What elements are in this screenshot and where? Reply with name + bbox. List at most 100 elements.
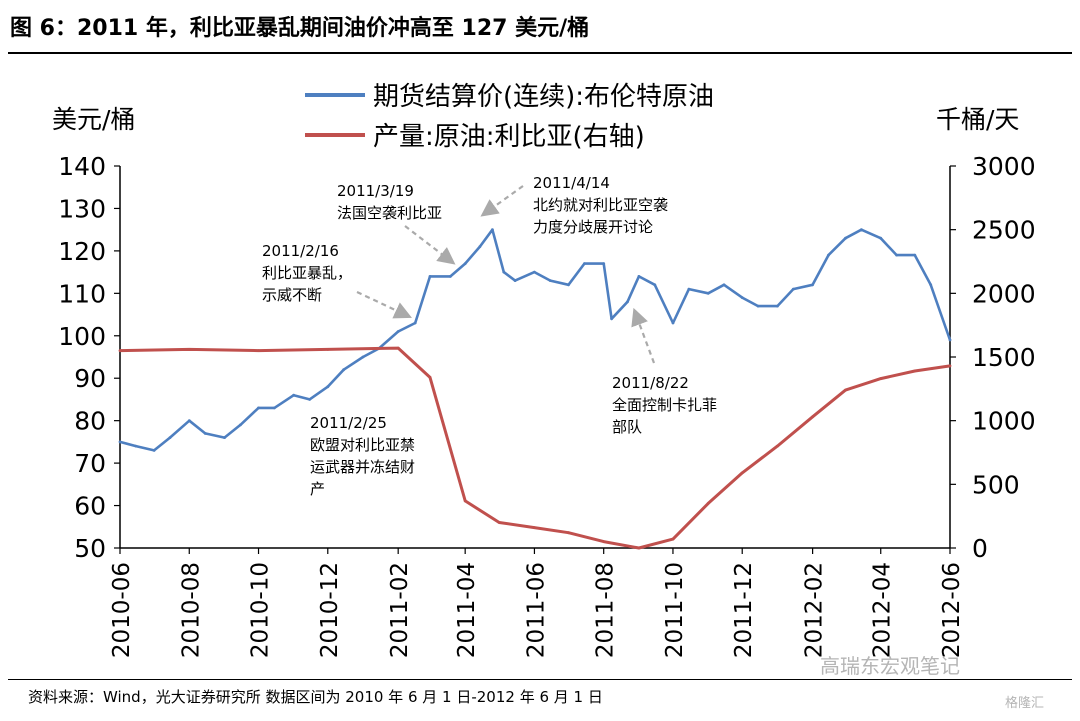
price-data-point — [791, 287, 795, 291]
production-data-point — [879, 377, 883, 380]
annotation-text: 2011/4/14 — [533, 174, 610, 192]
production-data-point — [948, 364, 952, 368]
x-tick-label: 2011-04 — [454, 562, 480, 658]
production-data-point — [811, 415, 814, 419]
source-note: 资料来源：Wind，光大证券研究所 数据区间为 2010 年 6 月 1 日-2… — [28, 688, 603, 706]
right-y-tick-label: 2000 — [972, 279, 1036, 308]
source-rule — [8, 679, 1072, 680]
price-data-point — [342, 368, 346, 372]
price-data-point — [502, 270, 506, 274]
price-data-point — [913, 253, 917, 257]
annotation-text: 利比亚暴乱， — [262, 264, 352, 282]
price-data-point — [671, 321, 675, 325]
production-data-point — [844, 388, 847, 392]
annotation-text: 力度分歧展开讨论 — [533, 218, 653, 236]
price-data-point — [844, 236, 847, 240]
production-data-point — [463, 499, 467, 503]
x-tick-label: 2010-10 — [248, 562, 274, 658]
production-data-point — [567, 531, 570, 535]
annotation-arrow — [356, 291, 412, 319]
annotation-text: 2011/3/19 — [337, 182, 414, 200]
x-tick-label: 2011-02 — [387, 562, 413, 658]
price-data-point — [687, 287, 691, 291]
x-tick-label: 2011-12 — [731, 562, 757, 658]
title-rule — [8, 52, 1072, 54]
right-y-tick-label: 2500 — [972, 216, 1036, 245]
price-data-point — [533, 270, 536, 274]
production-data-point — [740, 471, 744, 475]
annotation-text: 法国空袭利比亚 — [337, 204, 442, 222]
production-data-point — [326, 348, 330, 351]
price-data-point — [428, 275, 432, 278]
right-y-tick-label: 1000 — [972, 407, 1036, 436]
right-axis-unit: 千桶/天 — [936, 105, 1019, 134]
price-data-point — [626, 300, 629, 304]
price-data-point — [187, 419, 191, 423]
price-data-point — [478, 245, 482, 249]
price-data-point — [948, 338, 952, 342]
watermark-secondary: 格隆汇 — [1005, 696, 1045, 711]
annotation-arrow — [404, 225, 456, 265]
production-data-point — [497, 521, 501, 524]
left-y-tick-label: 110 — [58, 279, 106, 308]
left-y-tick-label: 70 — [74, 449, 106, 478]
production-data-point — [428, 376, 432, 379]
annotation-text: 运武器并冻结财 — [310, 458, 415, 476]
production-data-point — [187, 348, 191, 351]
annotation-text: 欧盟对利比亚禁 — [310, 436, 415, 454]
price-data-point — [223, 436, 226, 439]
price-data-point — [653, 283, 657, 287]
price-data-point — [610, 317, 613, 321]
price-data-point — [449, 275, 452, 278]
price-data-point — [895, 253, 898, 257]
production-data-point — [671, 537, 675, 541]
price-data-point — [827, 253, 830, 257]
price-data-point — [134, 444, 138, 448]
x-tick-label: 2010-06 — [109, 562, 135, 658]
left-axis-unit: 美元/桶 — [52, 105, 135, 134]
x-tick-label: 2010-12 — [317, 562, 343, 658]
annotation-text: 全面控制卡扎菲 — [612, 396, 717, 414]
annotation-text: 部队 — [612, 418, 642, 436]
price-data-point — [637, 275, 641, 278]
price-data-point — [239, 423, 242, 427]
x-tick-label: 2011-06 — [523, 562, 549, 658]
price-data-point — [273, 406, 276, 410]
price-data-point — [168, 436, 172, 439]
left-y-tick-label: 100 — [58, 322, 106, 351]
price-data-point — [257, 406, 260, 410]
x-tick-label: 2012-04 — [870, 562, 896, 658]
production-data-point — [776, 444, 779, 448]
right-y-tick-label: 500 — [972, 470, 1020, 499]
price-data-point — [706, 291, 710, 295]
price-data-point — [548, 279, 552, 282]
production-data-point — [257, 349, 260, 352]
left-y-tick-label: 140 — [58, 152, 106, 181]
price-data-point — [513, 279, 517, 282]
chart-canvas: 50 60 70 80 90 100 110 120 130 140 0 500 1000 1500 200… — [52, 82, 1036, 658]
price-data-point — [776, 304, 779, 308]
production-data-point — [913, 369, 917, 373]
price-data-point — [152, 449, 156, 452]
price-data-point — [740, 296, 744, 299]
price-data-point — [879, 236, 883, 240]
x-tick-label: 2010-08 — [178, 562, 204, 658]
price-data-point — [860, 228, 863, 232]
price-data-point — [118, 440, 122, 444]
price-data-point — [292, 393, 296, 397]
price-data-point — [413, 321, 417, 325]
production-data-point — [602, 540, 606, 543]
price-data-point — [583, 262, 586, 265]
production-data-point — [637, 546, 641, 550]
price-data-point — [602, 262, 606, 265]
price-data-point — [326, 385, 330, 389]
annotation-text: 示威不断 — [262, 286, 322, 304]
price-data-point — [396, 330, 400, 333]
production-data-point — [533, 526, 536, 529]
price-data-point — [308, 398, 311, 401]
price-data-point — [722, 283, 726, 287]
legend-label: 期货结算价(连续):布伦特原油 — [373, 82, 714, 112]
annotation-text: 2011/2/25 — [310, 414, 387, 432]
annotation-arrow — [480, 185, 524, 217]
chart-title: 图 6：2011 年，利比亚暴乱期间油价冲高至 127 美元/桶 — [10, 16, 590, 41]
